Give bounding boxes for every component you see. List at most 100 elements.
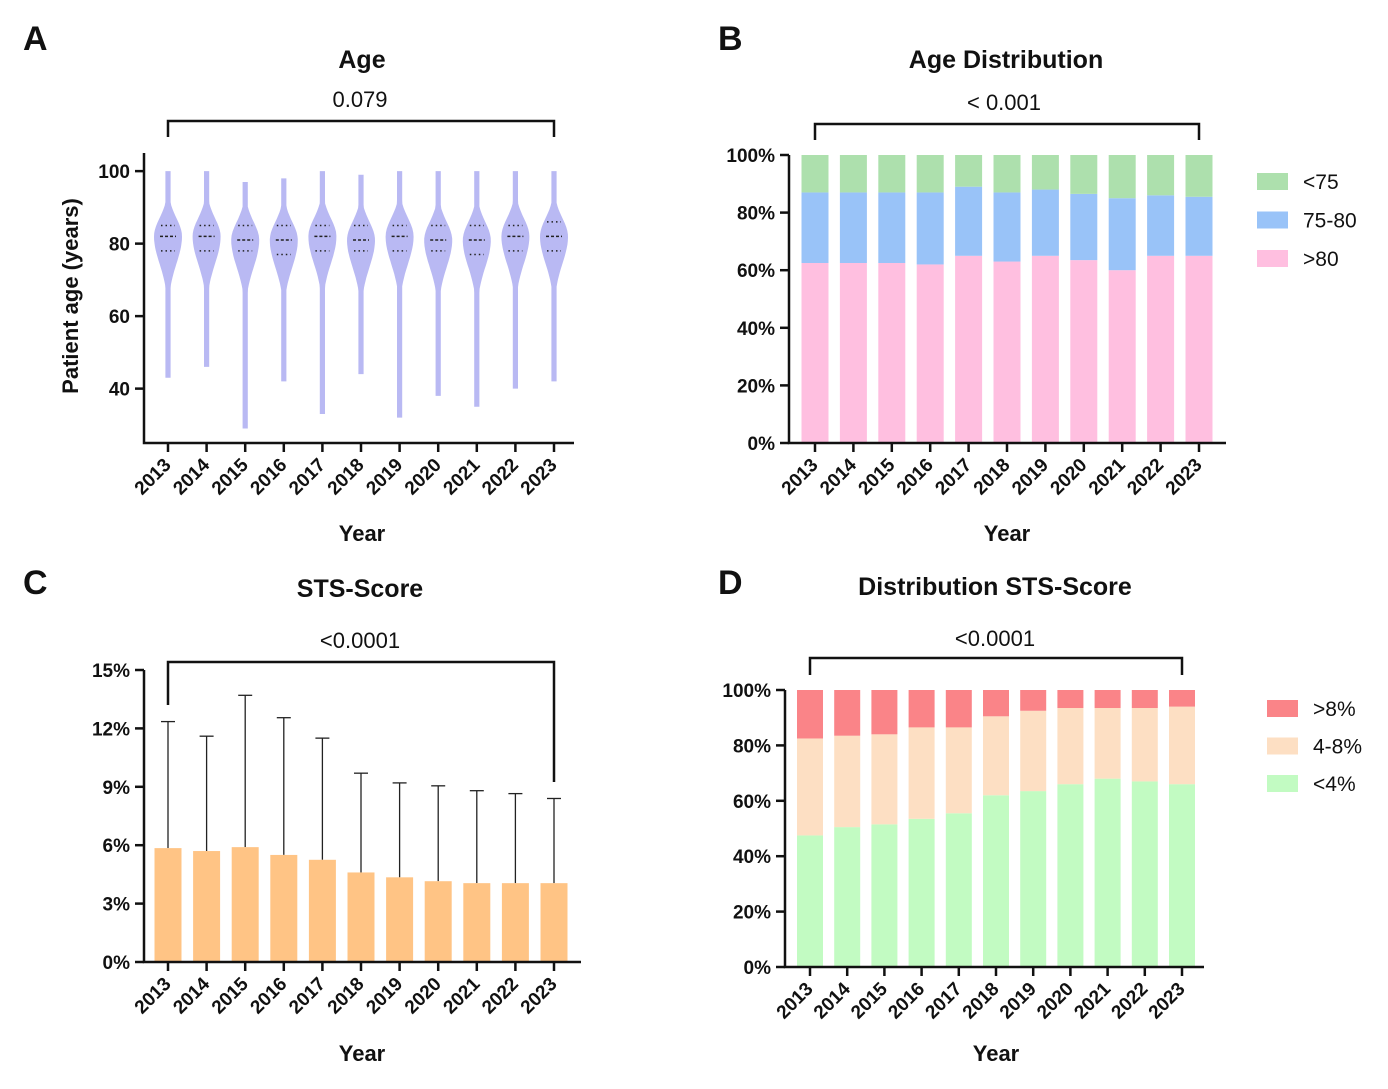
panel-a-y-axis (142, 153, 574, 445)
stacked-bar-segment (878, 192, 906, 263)
violin (462, 171, 491, 407)
x-tick-label: 2013 (131, 974, 176, 1019)
panel-b-axes (787, 155, 1226, 445)
stacked-bar-segment (834, 735, 861, 828)
x-tick-label: 2020 (401, 455, 446, 500)
stacked-bar-segment (916, 155, 944, 193)
stacked-bar-segment (1131, 781, 1158, 967)
x-tick-label: 2023 (517, 974, 562, 1019)
stacked-bar-segment (1070, 193, 1098, 261)
bar (501, 883, 529, 962)
panel-d-bars (797, 690, 1195, 967)
stacked-bar-segment (1131, 690, 1158, 709)
stacked-bar-segment (801, 192, 829, 263)
stacked-bar-segment (1108, 270, 1136, 443)
panel-d-x-ticks: 2013201420152016201720182019202020212022… (773, 967, 1190, 1023)
stacked-bar-segment (945, 813, 972, 967)
panel-letter-b: B (718, 20, 743, 58)
stacked-bar-segment (1185, 155, 1213, 197)
panel-c: C STS-Score <0.0001 0%3%6%9%12%15% 20132… (23, 564, 581, 1066)
stacked-bar-segment (878, 263, 906, 443)
stacked-bar-segment (955, 255, 983, 443)
panel-c-title: STS-Score (297, 575, 424, 603)
bar (308, 859, 336, 962)
bar (540, 883, 568, 962)
x-tick-label: 2014 (810, 978, 855, 1023)
stacked-bar-segment (834, 690, 861, 736)
stacked-bar-segment (908, 818, 935, 967)
bar (154, 848, 182, 962)
violin (540, 171, 568, 382)
stacked-bar-segment (983, 716, 1009, 796)
panel-b-y-ticks: 0% 20% 40% 60% 80% 100% (726, 146, 789, 455)
legend-label: 75-80 (1303, 210, 1357, 233)
stacked-bar-segment (839, 263, 867, 443)
stacked-bar-segment (1031, 255, 1059, 443)
x-tick-label: 2015 (208, 973, 253, 1018)
y-tick-label: 40% (737, 319, 775, 340)
y-tick-label: 12% (92, 719, 130, 740)
panel-c-x-ticks: 2013201420152016201720182019202020212022… (131, 962, 562, 1018)
stacked-bar-segment (993, 192, 1021, 262)
x-tick-label: 2014 (169, 973, 214, 1018)
x-tick-label: 2021 (440, 973, 485, 1018)
stacked-bar-segment (1070, 155, 1098, 194)
stacked-bar-segment (801, 263, 829, 443)
x-tick-label: 2020 (401, 974, 446, 1019)
stacked-bar-segment (1108, 155, 1136, 199)
x-tick-label: 2015 (855, 454, 900, 499)
x-tick-label: 2023 (517, 455, 562, 500)
stacked-bar-segment (1057, 690, 1084, 709)
panel-d-legend: >8% 4-8% <4% (1267, 698, 1362, 796)
stacked-bar-segment (1020, 791, 1047, 967)
x-tick-label: 2013 (131, 455, 176, 500)
panel-d: D Distribution STS-Score <0.0001 0% 20% 40… (718, 564, 1362, 1066)
violin (269, 178, 298, 382)
panel-a-p-value: 0.079 (332, 87, 387, 112)
stacked-bar-segment (834, 827, 861, 967)
legend-swatch (1257, 211, 1288, 229)
legend-label: >8% (1313, 698, 1356, 721)
x-tick-label: 2022 (1123, 455, 1168, 500)
stacked-bar-segment (1094, 690, 1121, 709)
y-tick-label: 100% (722, 681, 771, 702)
x-tick-label: 2017 (922, 979, 967, 1024)
stacked-bar-segment (1147, 155, 1175, 196)
legend-label: >80 (1303, 248, 1339, 271)
panel-a-violins (154, 171, 568, 429)
x-tick-label: 2021 (1070, 978, 1115, 1023)
y-tick-label: 15% (92, 661, 130, 682)
legend-label: <75 (1303, 171, 1339, 194)
stacked-bar-segment (1147, 255, 1175, 443)
bar (386, 877, 414, 962)
y-tick-label: 3% (103, 895, 131, 916)
x-tick-label: 2018 (324, 974, 369, 1019)
stacked-bar-segment (993, 155, 1021, 193)
x-tick-label: 2016 (884, 979, 929, 1024)
stacked-bar-segment (801, 155, 829, 193)
panel-b-x-axis-label: Year (984, 521, 1031, 546)
y-tick-label: 6% (103, 836, 131, 857)
x-tick-label: 2017 (285, 455, 330, 500)
x-tick-label: 2019 (996, 979, 1041, 1024)
x-tick-label: 2015 (208, 454, 253, 499)
x-tick-label: 2013 (773, 979, 818, 1024)
x-tick-label: 2022 (1108, 979, 1153, 1024)
stacked-bar-segment (1031, 189, 1059, 256)
y-tick-label: 40% (733, 847, 771, 868)
stacked-bar-segment (993, 261, 1021, 443)
bar (193, 851, 221, 962)
stacked-bar-segment (1094, 778, 1121, 967)
y-tick-label: 100% (726, 146, 775, 167)
y-tick-label: 20% (737, 376, 775, 397)
panel-d-significance-bracket (808, 656, 1184, 675)
x-tick-label: 2013 (778, 455, 823, 500)
panel-b: B Age Distribution < 0.001 0% 20% 40% 60% 80… (718, 20, 1357, 546)
stacked-bar-segment (955, 186, 983, 256)
stacked-bar-segment (1057, 708, 1084, 785)
stacked-bar-segment (871, 734, 898, 825)
y-tick-label: 20% (733, 903, 771, 924)
y-tick-label: 0% (748, 434, 776, 455)
